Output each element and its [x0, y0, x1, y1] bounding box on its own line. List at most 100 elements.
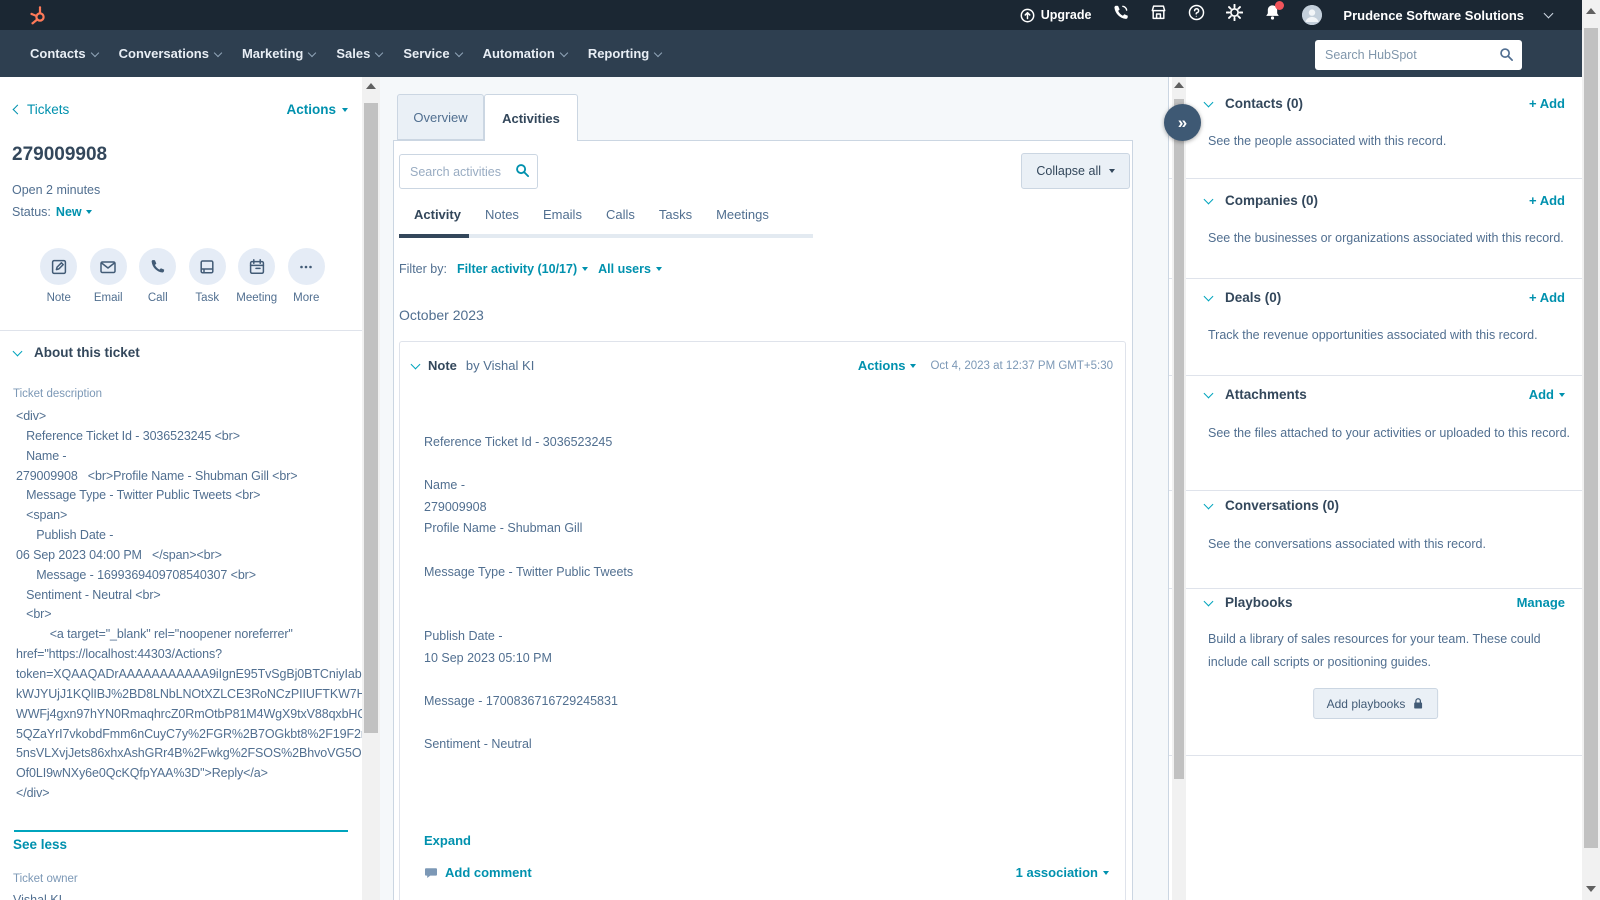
add-company-button[interactable]: + Add [1529, 193, 1565, 208]
scroll-up-arrow[interactable] [1174, 82, 1184, 88]
ellipsis-icon [300, 265, 313, 268]
about-ticket-toggle[interactable]: About this ticket [12, 345, 140, 360]
scrollbar-thumb[interactable] [1174, 99, 1184, 779]
divider [0, 330, 362, 331]
add-playbooks-button[interactable]: Add playbooks [1312, 688, 1439, 719]
topbar-actions: Upgrade [1020, 0, 1554, 30]
note-pencil-icon [51, 259, 66, 274]
section-contacts-toggle[interactable]: Contacts (0) [1203, 96, 1303, 111]
tab-activities[interactable]: Activities [484, 94, 578, 141]
ticket-description-value[interactable]: <div> Reference Ticket Id - 3036523245 <… [16, 409, 363, 801]
expand-link[interactable]: Expand [424, 833, 471, 848]
more-button[interactable]: More [282, 248, 332, 304]
chevron-down-icon [559, 48, 569, 57]
divider [1169, 490, 1582, 491]
back-to-tickets-link[interactable]: Tickets [12, 102, 69, 117]
scrollbar-thumb[interactable] [364, 103, 378, 733]
subtab-activity[interactable]: Activity [414, 207, 461, 222]
filter-row: Filter by: Filter activity (10/17) All u… [399, 262, 662, 276]
left-panel-scrollbar[interactable] [362, 77, 380, 900]
search-icon[interactable] [515, 163, 530, 183]
subtab-notes[interactable]: Notes [484, 207, 519, 222]
subtab-calls[interactable]: Calls [605, 207, 635, 222]
add-comment-button[interactable]: Add comment [424, 865, 532, 880]
filter-activity-dropdown[interactable]: Filter activity (10/17) [457, 262, 589, 276]
marketplace-icon[interactable] [1150, 4, 1167, 26]
nav-marketing[interactable]: Marketing [242, 46, 317, 61]
association-dropdown[interactable]: 1 association [1016, 865, 1109, 880]
scroll-up-arrow[interactable] [1586, 8, 1596, 14]
add-attachment-dropdown[interactable]: Add [1529, 387, 1565, 402]
hubspot-logo-icon[interactable] [28, 4, 50, 31]
help-icon[interactable] [1188, 4, 1205, 26]
month-header: October 2023 [399, 307, 484, 323]
search-icon[interactable] [1499, 47, 1514, 67]
status-dropdown[interactable]: New [56, 205, 92, 219]
subtab-underline [399, 234, 813, 238]
notifications-bell-icon[interactable] [1264, 1, 1285, 26]
note-actions-dropdown[interactable]: Actions [858, 358, 917, 373]
caret-down-icon [1103, 870, 1109, 875]
section-playbooks-toggle[interactable]: Playbooks [1203, 595, 1293, 610]
add-contact-button[interactable]: + Add [1529, 96, 1565, 111]
task-button[interactable]: Task [183, 248, 233, 304]
note-type-label: Note [428, 358, 457, 373]
ticket-sidebar: Tickets Actions 279009908 Open 2 minutes… [0, 77, 363, 900]
chevron-down-icon [1203, 291, 1214, 301]
add-deal-button[interactable]: + Add [1529, 290, 1565, 305]
chevron-down-icon [1203, 596, 1214, 606]
collapse-all-button[interactable]: Collapse all [1021, 153, 1130, 189]
nav-automation[interactable]: Automation [483, 46, 569, 61]
nav-contacts[interactable]: Contacts [30, 46, 99, 61]
window-scrollbar[interactable] [1582, 0, 1600, 900]
collapse-note-chevron-icon[interactable] [410, 359, 421, 369]
upgrade-icon [1020, 8, 1035, 22]
main-navbar: Contacts Conversations Marketing Sales S… [0, 30, 1600, 77]
global-search-input[interactable] [1315, 40, 1522, 70]
settings-gear-icon[interactable] [1226, 3, 1244, 26]
ticket-owner-value: Vishal KI [13, 893, 63, 900]
calling-icon[interactable] [1112, 4, 1129, 26]
tab-overview[interactable]: Overview [397, 94, 484, 140]
scroll-up-arrow[interactable] [366, 83, 376, 89]
call-button[interactable]: Call [133, 248, 183, 304]
ticket-actions-dropdown[interactable]: Actions [286, 102, 348, 117]
section-attachments-toggle[interactable]: Attachments [1203, 387, 1307, 402]
meeting-button[interactable]: Meeting [232, 248, 282, 304]
chevron-down-icon [375, 48, 384, 57]
subtab-tasks[interactable]: Tasks [658, 207, 693, 222]
nav-conversations[interactable]: Conversations [119, 46, 223, 61]
phone-icon [151, 260, 165, 273]
activities-search-input[interactable] [400, 155, 537, 188]
subtab-emails[interactable]: Emails [542, 207, 582, 222]
chevron-down-icon [90, 48, 99, 57]
manage-playbooks-link[interactable]: Manage [1516, 595, 1565, 610]
account-chevron-down-icon[interactable] [1543, 8, 1554, 19]
section-companies-toggle[interactable]: Companies (0) [1203, 193, 1318, 208]
chevron-left-icon [12, 104, 23, 115]
note-button[interactable]: Note [34, 248, 84, 304]
scrollbar-thumb[interactable] [1584, 28, 1598, 848]
subtab-meetings[interactable]: Meetings [716, 207, 769, 222]
comment-bubble-icon [425, 867, 437, 878]
section-deals-toggle[interactable]: Deals (0) [1203, 290, 1281, 305]
ticket-status-row: Status: New [12, 205, 92, 219]
account-name[interactable]: Prudence Software Solutions [1343, 7, 1524, 23]
description-focus-underline [14, 830, 348, 832]
email-button[interactable]: Email [84, 248, 134, 304]
calendar-icon [249, 258, 264, 274]
nav-service[interactable]: Service [403, 46, 463, 61]
nav-reporting[interactable]: Reporting [588, 46, 663, 61]
see-less-link[interactable]: See less [13, 837, 68, 852]
collapse-panel-button[interactable]: » [1164, 104, 1201, 141]
nav-sales[interactable]: Sales [336, 46, 384, 61]
section-conversations-toggle[interactable]: Conversations (0) [1203, 498, 1339, 513]
scroll-down-arrow[interactable] [1586, 886, 1596, 892]
avatar[interactable] [1302, 5, 1323, 25]
all-users-dropdown[interactable]: All users [598, 262, 662, 276]
upgrade-button[interactable]: Upgrade [1020, 8, 1091, 23]
associations-panel: Contacts (0) + Add See the people associ… [1168, 77, 1582, 900]
right-panel-scrollbar[interactable] [1172, 77, 1186, 900]
quick-actions-row: Note Email Call [34, 248, 331, 304]
